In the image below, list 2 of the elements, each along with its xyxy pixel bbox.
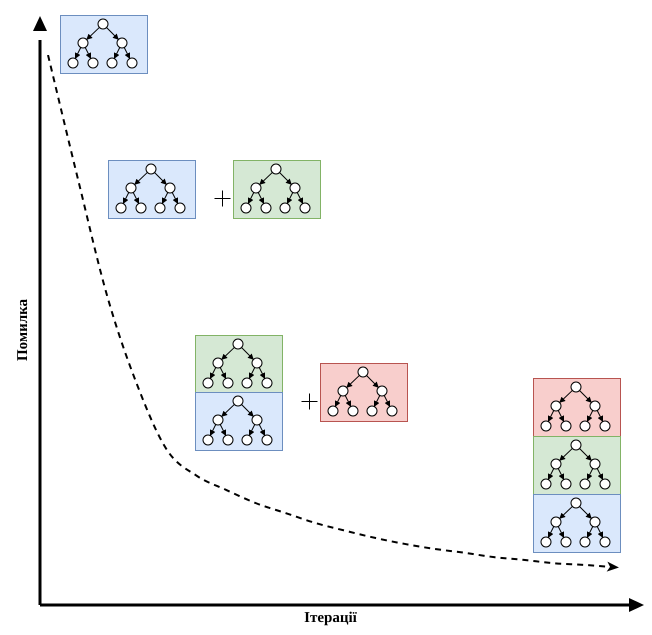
y-axis-title: Помилка [14,298,31,362]
x-axis-title: Ітерації [304,610,358,626]
